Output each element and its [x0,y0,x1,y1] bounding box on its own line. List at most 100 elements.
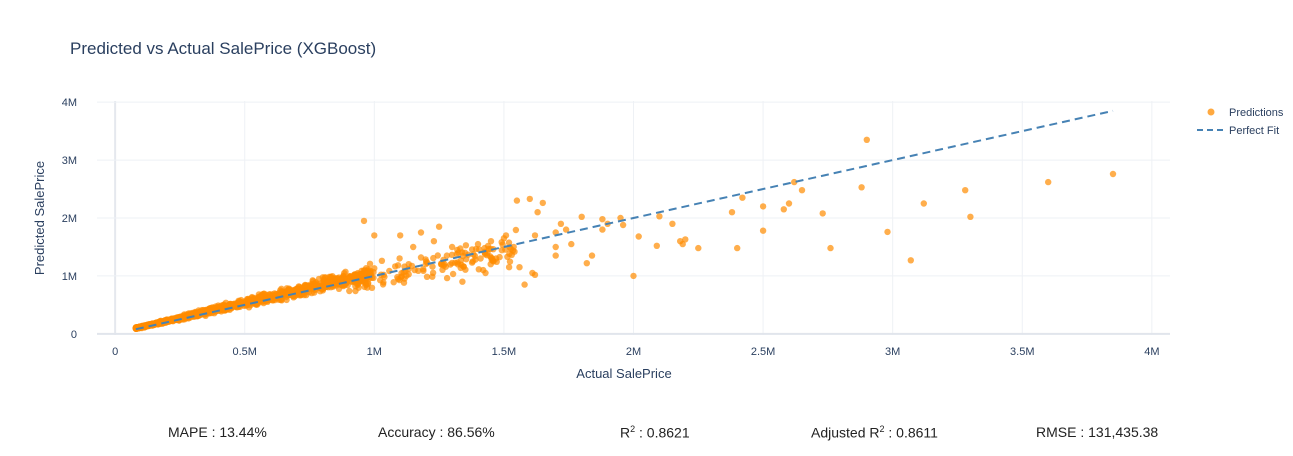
data-point [366,260,374,267]
data-point [463,256,470,263]
data-point [448,259,456,267]
data-point [531,232,539,239]
data-point [462,242,470,249]
data-point [285,286,292,293]
data-point [364,284,371,291]
data-point [417,229,425,236]
y-tick-label: 4M [62,97,77,109]
data-point [430,254,437,262]
data-point [508,251,515,258]
data-point [728,209,736,216]
data-point [521,281,528,288]
y-tick-label: 2M [62,213,77,225]
data-point [430,238,438,245]
data-point [679,240,686,248]
data-point [498,247,505,254]
data-point [394,262,402,269]
data-point [206,308,213,315]
data-point [907,257,914,264]
data-point [578,213,585,220]
metric-r2-label: R [620,424,631,441]
data-point [516,264,523,271]
data-points [132,136,1117,332]
data-point [143,322,151,329]
data-point [505,239,513,246]
grid [97,101,1170,335]
data-point [342,268,349,275]
legend-marker-predictions [1207,108,1215,116]
y-axis-title: Predicted SalePrice [32,161,47,275]
x-axis-title: Actual SalePrice [576,366,671,381]
chart-title: Predicted vs Actual SalePrice (XGBoost) [70,39,376,58]
data-point [462,266,469,273]
data-point [294,285,301,293]
data-point [352,287,359,295]
data-point [469,258,476,265]
data-point [505,264,513,271]
data-point [759,227,767,234]
data-point [734,244,741,252]
metric-adjusted-r2-label: Adjusted R [811,424,880,441]
data-point [785,200,793,207]
data-point [301,281,309,289]
data-point [480,266,487,274]
data-point [420,266,427,273]
data-point [352,271,360,278]
metric-mape: MAPE : 13.44% [168,424,267,440]
data-point [635,233,642,240]
data-point [759,203,767,210]
data-point [695,244,702,252]
data-point [435,223,443,230]
data-point [443,274,451,282]
legend-label-perfect-fit: Perfect Fit [1229,125,1279,137]
data-point [791,178,798,186]
legend-item-predictions[interactable]: Predictions [1207,107,1284,119]
data-point [269,295,276,303]
data-point [819,210,826,217]
data-point [552,243,559,251]
metric-adjusted-r2-superscript: 2 [879,424,885,434]
data-point [510,243,517,251]
x-tick-label: 0 [112,346,118,358]
y-tick-label: 0 [71,329,77,341]
scatter-chart: Predicted vs Actual SalePrice (XGBoost) … [32,39,1284,381]
data-point [443,252,451,259]
data-point [410,243,417,251]
x-tick-label: 3.5M [1010,346,1034,358]
data-point [513,197,521,204]
data-point [468,246,476,253]
metric-r2-superscript: 2 [630,424,636,434]
data-point [218,305,226,312]
data-point [962,187,969,194]
data-point [534,209,541,216]
data-point [552,252,559,259]
metric-adjusted-r2-value: : 0.8611 [884,424,938,441]
metric-r2: R2 : 0.8621 [620,424,690,441]
data-point [448,251,456,258]
data-point [328,278,335,285]
data-point [583,260,590,267]
data-point [386,267,393,275]
legend-item-perfect-fit[interactable]: Perfect Fit [1197,125,1279,137]
data-point [539,199,546,207]
data-point [599,216,606,223]
data-point [526,195,533,203]
metric-rmse: RMSE : 131,435.38 [1036,424,1159,440]
data-point [967,213,974,220]
data-point [487,238,495,245]
y-tick-label: 3M [62,155,77,167]
data-point [669,220,676,227]
data-point [359,274,366,281]
data-point [423,273,431,280]
data-point [390,279,397,286]
data-point [780,206,787,213]
data-point [240,298,248,305]
data-point [512,226,520,234]
data-point [398,273,405,281]
data-point [459,278,466,285]
metric-adjusted-r2: Adjusted R2 : 0.8611 [811,424,938,441]
data-point [476,246,483,253]
data-point [371,232,378,239]
x-tick-label: 3M [885,346,900,358]
data-point [337,276,344,283]
